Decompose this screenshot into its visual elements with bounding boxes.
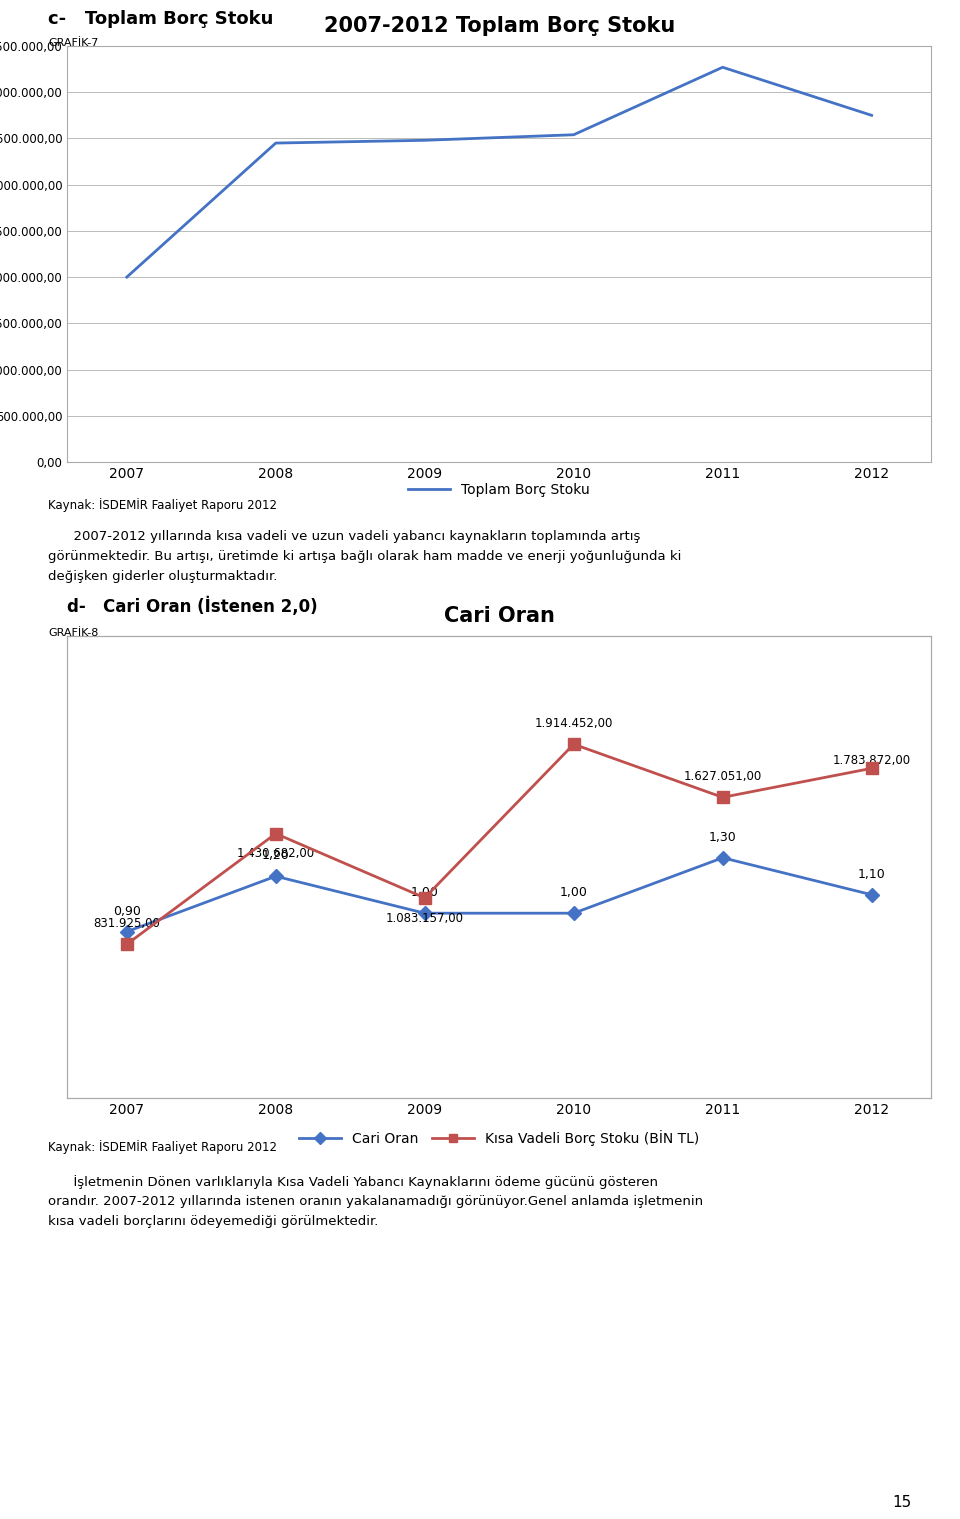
Text: c-   Toplam Borç Stoku: c- Toplam Borç Stoku bbox=[48, 11, 274, 27]
Text: 1,00: 1,00 bbox=[560, 886, 588, 899]
Text: 2007-2012 yıllarında kısa vadeli ve uzun vadeli yabancı kaynakların toplamında a: 2007-2012 yıllarında kısa vadeli ve uzun… bbox=[48, 530, 640, 542]
Text: 1,30: 1,30 bbox=[708, 831, 736, 845]
Text: 1.914.452,00: 1.914.452,00 bbox=[535, 717, 612, 731]
Text: 1.783.872,00: 1.783.872,00 bbox=[832, 755, 911, 767]
Text: 0,90: 0,90 bbox=[113, 905, 141, 917]
Text: değişken giderler oluşturmaktadır.: değişken giderler oluşturmaktadır. bbox=[48, 570, 277, 583]
Text: 1,20: 1,20 bbox=[262, 849, 290, 863]
Text: 1.083.157,00: 1.083.157,00 bbox=[386, 911, 464, 925]
Title: 2007-2012 Toplam Borç Stoku: 2007-2012 Toplam Borç Stoku bbox=[324, 17, 675, 36]
Text: 1.430.682,00: 1.430.682,00 bbox=[237, 848, 315, 860]
Text: orandır. 2007-2012 yıllarında istenen oranın yakalanamadığı görünüyor.Genel anla: orandır. 2007-2012 yıllarında istenen or… bbox=[48, 1195, 703, 1208]
Text: 1,10: 1,10 bbox=[857, 867, 885, 881]
Text: İşletmenin Dönen varlıklarıyla Kısa Vadeli Yabancı Kaynaklarını ödeme gücünü gös: İşletmenin Dönen varlıklarıyla Kısa Vade… bbox=[48, 1176, 658, 1189]
Text: 1.627.051,00: 1.627.051,00 bbox=[684, 770, 762, 784]
Text: görünmektedir. Bu artışı, üretimde ki artışa bağlı olarak ham madde ve enerji yo: görünmektedir. Bu artışı, üretimde ki ar… bbox=[48, 550, 682, 564]
Text: d-   Cari Oran (İstenen 2,0): d- Cari Oran (İstenen 2,0) bbox=[67, 597, 318, 617]
Text: 15: 15 bbox=[893, 1495, 912, 1510]
Text: Kaynak: İSDEMİR Faaliyet Raporu 2012: Kaynak: İSDEMİR Faaliyet Raporu 2012 bbox=[48, 1139, 277, 1154]
Text: GRAFİK-7: GRAFİK-7 bbox=[48, 38, 98, 49]
Text: 1,00: 1,00 bbox=[411, 886, 439, 899]
Legend: Cari Oran, Kısa Vadeli Borç Stoku (BİN TL): Cari Oran, Kısa Vadeli Borç Stoku (BİN T… bbox=[294, 1124, 705, 1151]
Text: GRAFİK-8: GRAFİK-8 bbox=[48, 627, 98, 638]
Title: Cari Oran: Cari Oran bbox=[444, 606, 555, 626]
Legend: Toplam Borç Stoku: Toplam Borç Stoku bbox=[403, 478, 595, 503]
Text: Kaynak: İSDEMİR Faaliyet Raporu 2012: Kaynak: İSDEMİR Faaliyet Raporu 2012 bbox=[48, 498, 277, 512]
Text: kısa vadeli borçlarını ödeyemediği görülmektedir.: kısa vadeli borçlarını ödeyemediği görül… bbox=[48, 1215, 378, 1227]
Text: 831.925,00: 831.925,00 bbox=[93, 917, 160, 930]
